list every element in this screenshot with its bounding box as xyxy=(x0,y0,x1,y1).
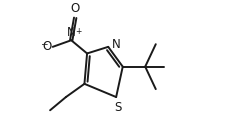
Text: S: S xyxy=(114,101,121,114)
Text: O: O xyxy=(42,40,52,53)
Text: N: N xyxy=(67,26,76,39)
Text: −: − xyxy=(40,39,48,48)
Text: +: + xyxy=(75,27,81,36)
Text: N: N xyxy=(111,38,120,51)
Text: O: O xyxy=(71,2,80,15)
